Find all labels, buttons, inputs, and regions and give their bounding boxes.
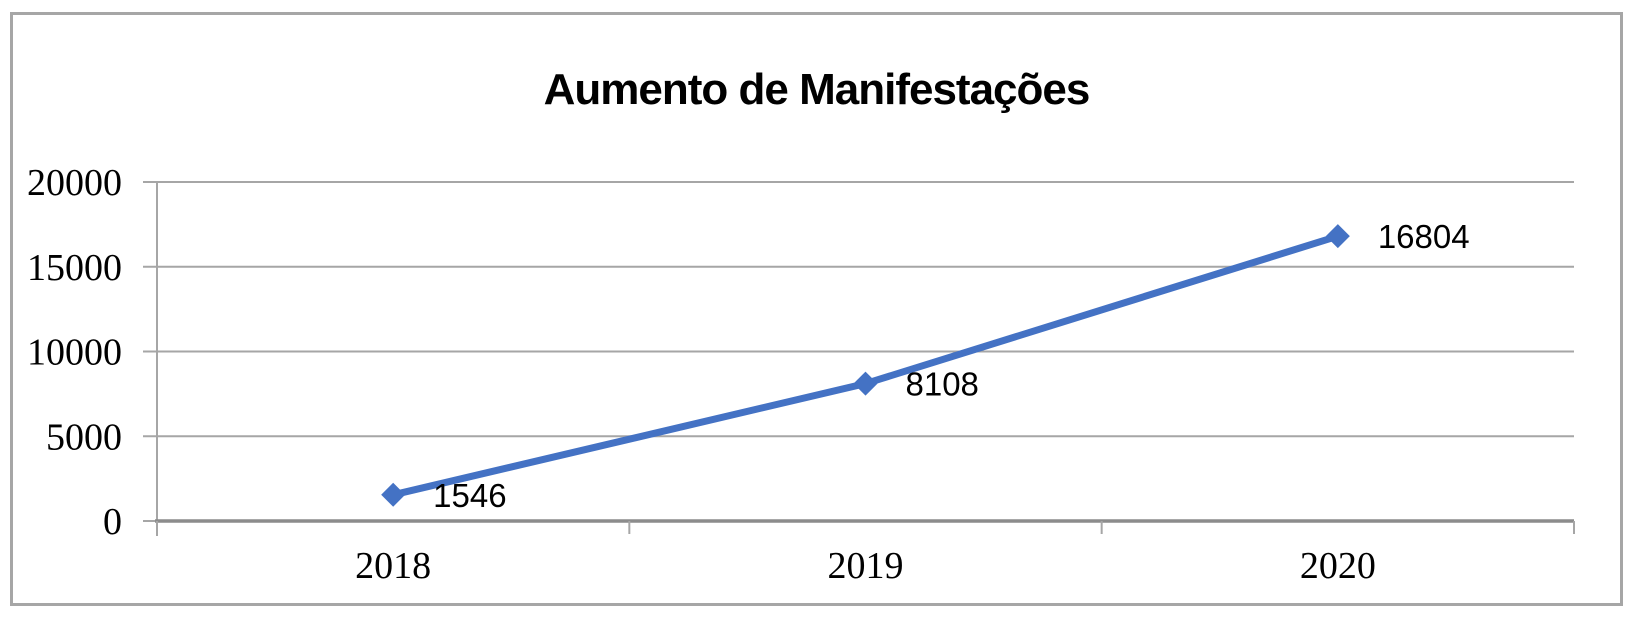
y-tick-label: 0 [103,501,122,543]
y-tick-label: 20000 [27,162,122,204]
data-label: 1546 [433,477,506,514]
y-tick-label: 5000 [46,416,122,458]
data-point-marker [1325,224,1350,249]
series-line [389,232,1342,499]
chart-frame: Aumento de Manifestações [10,12,1623,606]
data-label: 16804 [1378,218,1470,255]
y-tick-label: 15000 [27,247,122,289]
x-tick-label: 2019 [828,545,904,587]
chart-title: Aumento de Manifestações [543,65,1091,114]
x-tick-label: 2020 [1300,545,1376,587]
data-label: 8108 [906,366,979,403]
data-point-marker [853,371,878,396]
x-tick-label: 2018 [355,545,431,587]
data-point-marker [381,482,406,507]
y-tick-label: 10000 [27,332,122,374]
